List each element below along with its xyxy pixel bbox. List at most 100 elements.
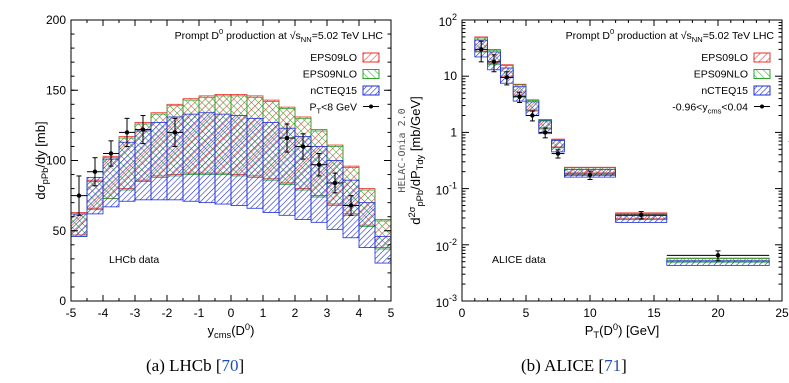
nctq15-band-bin bbox=[230, 115, 248, 206]
y-axis-label: d2σpPb/dPTdy [mb/GeV] bbox=[407, 96, 425, 224]
legend-label: EPS09LO bbox=[701, 52, 748, 64]
x-tick-label: 0 bbox=[459, 306, 466, 320]
figure: -5 -4 -3 -2 -1 0 1 2 3 4 5050100150200ycms(D0)dσpP… bbox=[33, 12, 789, 340]
data-point bbox=[108, 151, 114, 156]
nctq15-band-bin bbox=[246, 117, 264, 209]
y-tick-label: 0 bbox=[59, 294, 66, 308]
legend-eps09lo: EPS09LO bbox=[701, 52, 771, 64]
y-tick-label: 10-1 bbox=[436, 181, 457, 198]
legend-label: EPS09LO bbox=[310, 52, 357, 64]
data-point bbox=[517, 94, 522, 99]
data-point bbox=[639, 212, 644, 218]
legend-swatch bbox=[753, 52, 771, 63]
legend-nctq15: nCTEQ15 bbox=[701, 85, 771, 97]
x-tick-label: 5 bbox=[523, 306, 530, 320]
data-point bbox=[140, 127, 146, 132]
data-point bbox=[348, 203, 354, 208]
nctq15-band-bin bbox=[358, 202, 376, 249]
legend-marker bbox=[760, 104, 764, 109]
y-tick-label: 50 bbox=[53, 224, 67, 238]
y-tick-label: 1 bbox=[450, 125, 457, 139]
nctq15-band-bin bbox=[182, 113, 200, 202]
legend-swatch bbox=[362, 52, 380, 63]
legend-label: -0.96<ycms<0.04 bbox=[672, 102, 748, 116]
plot-annotation-title: Prompt D0 production at √sNN=5.02 TeV LH… bbox=[175, 27, 384, 44]
legend-eps09lo: EPS09LO bbox=[310, 52, 380, 64]
legend-label: nCTEQ15 bbox=[310, 85, 357, 97]
data-point bbox=[479, 47, 484, 52]
legend-label: EPS09NLO bbox=[303, 69, 357, 81]
nctq15-band-bin bbox=[326, 160, 344, 230]
caption-b: (b) ALICE [71] bbox=[521, 356, 627, 375]
data-point bbox=[332, 180, 338, 186]
legend-eps09nlo: EPS09NLO bbox=[303, 69, 380, 81]
x-tick-label: 4 bbox=[356, 306, 363, 320]
generator-label: HELAC-Onia 2.0 bbox=[397, 108, 408, 192]
nctq15-band-bin bbox=[118, 141, 136, 202]
x-tick-label: 1 bbox=[260, 306, 267, 320]
x-axis-label: ycms(D0) bbox=[208, 322, 255, 340]
x-tick-label: -1 bbox=[194, 306, 205, 320]
data-point bbox=[124, 130, 130, 135]
data-point bbox=[172, 130, 178, 135]
x-tick-label: 25 bbox=[775, 306, 789, 320]
legend-label: PT<8 GeV bbox=[309, 102, 357, 116]
nctq15-band-bin bbox=[214, 113, 232, 205]
nctq15-band-bin bbox=[198, 112, 216, 204]
legend-eps09nlo: EPS09NLO bbox=[694, 69, 771, 81]
legend-marker bbox=[369, 104, 373, 109]
x-tick-label: -3 bbox=[130, 306, 141, 320]
x-tick-label: -5 bbox=[66, 306, 77, 320]
x-axis-label: PT(D0) [GeV] bbox=[585, 322, 660, 340]
data-point bbox=[587, 172, 593, 178]
data-label: LHCb data bbox=[109, 254, 159, 266]
x-tick-label: 0 bbox=[228, 306, 235, 320]
data-point bbox=[555, 151, 561, 156]
citation-link-b[interactable]: 71 bbox=[604, 356, 622, 375]
y-tick-label: 10 bbox=[444, 69, 458, 83]
nctq15-band-bin bbox=[150, 122, 168, 201]
nctq15-band-bin bbox=[71, 213, 88, 237]
legend-data: PT<8 GeV bbox=[309, 102, 379, 116]
citation-link-a[interactable]: 70 bbox=[221, 356, 239, 375]
legend-swatch bbox=[753, 69, 771, 79]
x-tick-label: -4 bbox=[98, 306, 109, 320]
data-point bbox=[530, 113, 535, 118]
data-point bbox=[316, 162, 322, 167]
y-tick-label: 100 bbox=[46, 154, 66, 168]
data-point bbox=[92, 169, 98, 174]
y-tick-label: 200 bbox=[46, 13, 66, 27]
lhcb-panel: -5 -4 -3 -2 -1 0 1 2 3 4 5050100150200ycms(D0)dσpP… bbox=[33, 13, 408, 340]
nctq15-band-bin bbox=[374, 235, 391, 264]
legend-swatch bbox=[362, 69, 380, 79]
alice-panel: 0 5 10 15 20 25 10-3 10-2 10-1 1 10 102 PT(D0) [GeV]… bbox=[407, 12, 789, 340]
data-point bbox=[76, 193, 82, 198]
x-tick-label: -2 bbox=[162, 306, 173, 320]
data-point bbox=[300, 144, 306, 149]
plot-frame bbox=[461, 19, 783, 302]
legend-label: EPS09NLO bbox=[694, 69, 748, 81]
y-tick-label: 102 bbox=[439, 12, 457, 29]
plot-area bbox=[71, 94, 391, 264]
x-tick-label: 3 bbox=[324, 306, 331, 320]
x-tick-label: 15 bbox=[647, 306, 661, 320]
data-point bbox=[504, 75, 509, 80]
data-point bbox=[491, 59, 497, 65]
legend-swatch bbox=[362, 85, 380, 96]
y-axis-label: dσpPb/dy [mb] bbox=[33, 121, 50, 199]
nctq15-band-bin bbox=[666, 260, 770, 266]
x-tick-label: 20 bbox=[711, 306, 725, 320]
legend-nctq15: nCTEQ15 bbox=[310, 85, 380, 97]
data-point bbox=[543, 130, 548, 135]
y-tick-label: 10-3 bbox=[436, 293, 457, 310]
x-tick-label: 10 bbox=[583, 306, 597, 320]
plot-annotation-title: Prompt D0 production at √sNN=5.02 TeV LH… bbox=[566, 27, 775, 44]
y-tick-label: 10-2 bbox=[436, 237, 457, 254]
y-tick-label: 150 bbox=[46, 83, 66, 97]
x-tick-label: 5 bbox=[388, 306, 395, 320]
legend-swatch bbox=[753, 85, 771, 96]
nctq15-band-bin bbox=[262, 122, 280, 213]
x-tick-label: 2 bbox=[292, 306, 299, 320]
data-point bbox=[284, 135, 290, 141]
data-label: ALICE data bbox=[492, 254, 546, 266]
